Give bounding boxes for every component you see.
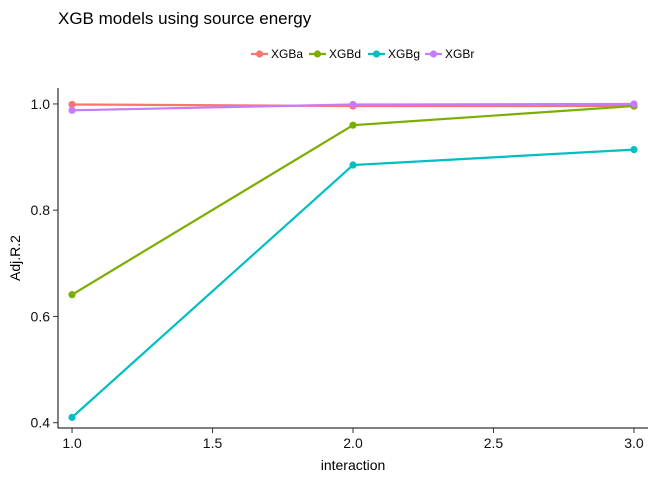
legend-key-point-xgbd (313, 50, 322, 58)
x-tick-label: 2.0 (343, 435, 363, 451)
y-tick-label: 0.6 (31, 308, 51, 324)
x-tick-label: 1.5 (203, 435, 223, 451)
x-tick-label: 3.0 (624, 435, 644, 451)
legend-label-xgbr: XGBr (445, 47, 474, 61)
data-point-xgba (68, 100, 76, 109)
series-line-xgbd (71, 104, 635, 296)
legend-label-xgbd: XGBd (329, 47, 361, 61)
legend: XGBa XGBd XGBg XGBr (251, 47, 474, 61)
data-point-xgbg (68, 413, 76, 421)
data-point-xgbr (630, 100, 638, 108)
x-axis-label: interaction (321, 457, 386, 473)
legend-key-point-xgbg (372, 50, 381, 58)
data-point-xgbr (68, 106, 76, 114)
series-line-xgbg (71, 148, 635, 419)
data-point-xgbr (349, 100, 357, 109)
legend-key-point-xgbr (429, 50, 438, 58)
y-axis-label: Adj.R.2 (7, 235, 23, 281)
data-point-xgbd (349, 121, 357, 129)
y-tick-label: 1.0 (31, 96, 51, 112)
x-tick-label: 1.0 (62, 435, 82, 451)
y-tick-label: 0.8 (31, 202, 51, 218)
plot-area (68, 100, 638, 421)
y-ticks: 0.4 0.6 0.8 1.0 (31, 96, 58, 431)
chart-title: XGB models using source energy (58, 9, 312, 28)
data-point-xgbd (68, 291, 76, 299)
data-point-xgbg (349, 161, 357, 169)
x-tick-label: 2.5 (484, 435, 504, 451)
legend-label-xgbg: XGBg (388, 47, 420, 61)
legend-key-point-xgba (255, 50, 264, 58)
legend-label-xgba: XGBa (271, 47, 303, 61)
y-tick-label: 0.4 (31, 415, 51, 431)
x-ticks: 1.0 1.5 2.0 2.5 3.0 (62, 428, 644, 451)
data-point-xgbg (630, 146, 638, 154)
